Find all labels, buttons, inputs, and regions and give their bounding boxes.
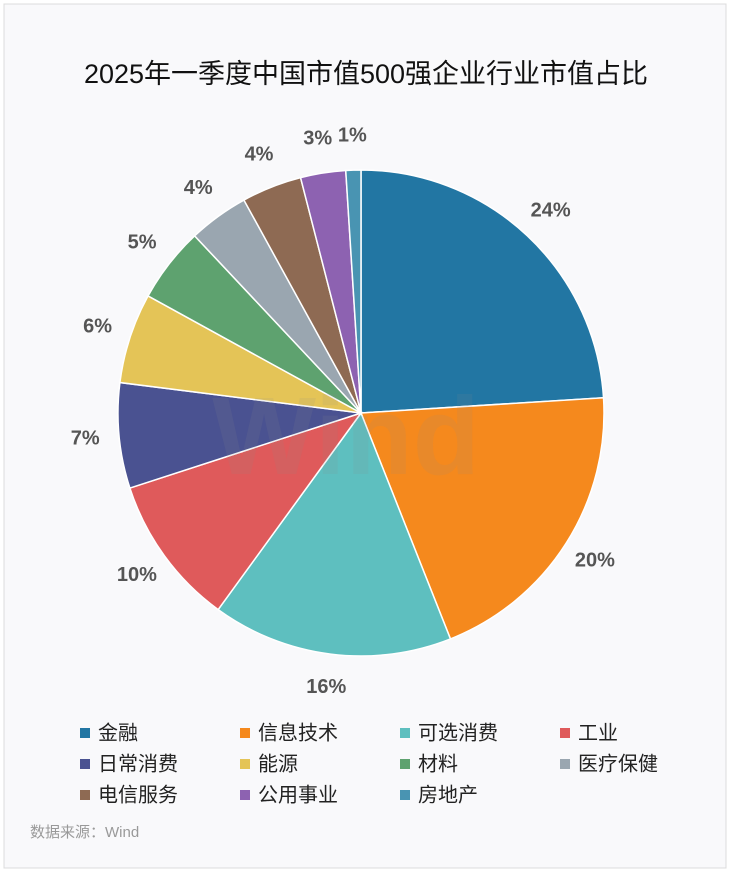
- legend-label: 电信服务: [98, 783, 178, 806]
- legend-label: 能源: [258, 752, 298, 775]
- legend-marker: [400, 790, 410, 800]
- legend-label: 房地产: [418, 783, 478, 806]
- legend-label: 工业: [578, 721, 618, 744]
- data-label: 20%: [575, 550, 615, 572]
- chart-title: 2025年一季度中国市值500强企业行业市值占比: [84, 59, 648, 89]
- legend-marker: [80, 728, 90, 738]
- legend-label: 材料: [418, 752, 458, 775]
- pie-slice: [359, 396, 605, 640]
- legend-label: 医疗保健: [578, 752, 658, 775]
- legend-marker: [240, 759, 250, 769]
- watermark: Wind: [212, 375, 480, 498]
- legend-marker: [400, 759, 410, 769]
- legend-label: 日常消费: [98, 752, 178, 775]
- legend-label: 金融: [98, 721, 138, 744]
- data-label: 6%: [83, 316, 112, 338]
- pie-slice: [344, 169, 362, 414]
- legend-label: 可选消费: [418, 721, 498, 744]
- legend-marker: [560, 728, 570, 738]
- data-label: 24%: [531, 199, 571, 221]
- legend-label: 公用事业: [258, 783, 338, 806]
- pie-slice: [128, 411, 363, 611]
- legend-marker: [400, 728, 410, 738]
- data-label: 3%: [303, 128, 332, 150]
- data-label: 4%: [245, 144, 274, 166]
- data-label: 1%: [338, 124, 367, 146]
- legend-marker: [240, 790, 250, 800]
- data-label: 5%: [128, 232, 157, 254]
- legend-marker: [80, 759, 90, 769]
- legend-label: 信息技术: [258, 721, 338, 744]
- legend-marker: [240, 728, 250, 738]
- source: 数据来源：Wind: [30, 824, 139, 841]
- legend-marker: [560, 759, 570, 769]
- data-label: 4%: [184, 177, 213, 199]
- data-label: 16%: [306, 676, 346, 698]
- pie-slice: [217, 411, 452, 657]
- data-label: 7%: [71, 427, 100, 449]
- pie-slice: [117, 381, 362, 490]
- legend-marker: [80, 790, 90, 800]
- pie-slice: [360, 169, 605, 414]
- data-label: 10%: [117, 564, 157, 586]
